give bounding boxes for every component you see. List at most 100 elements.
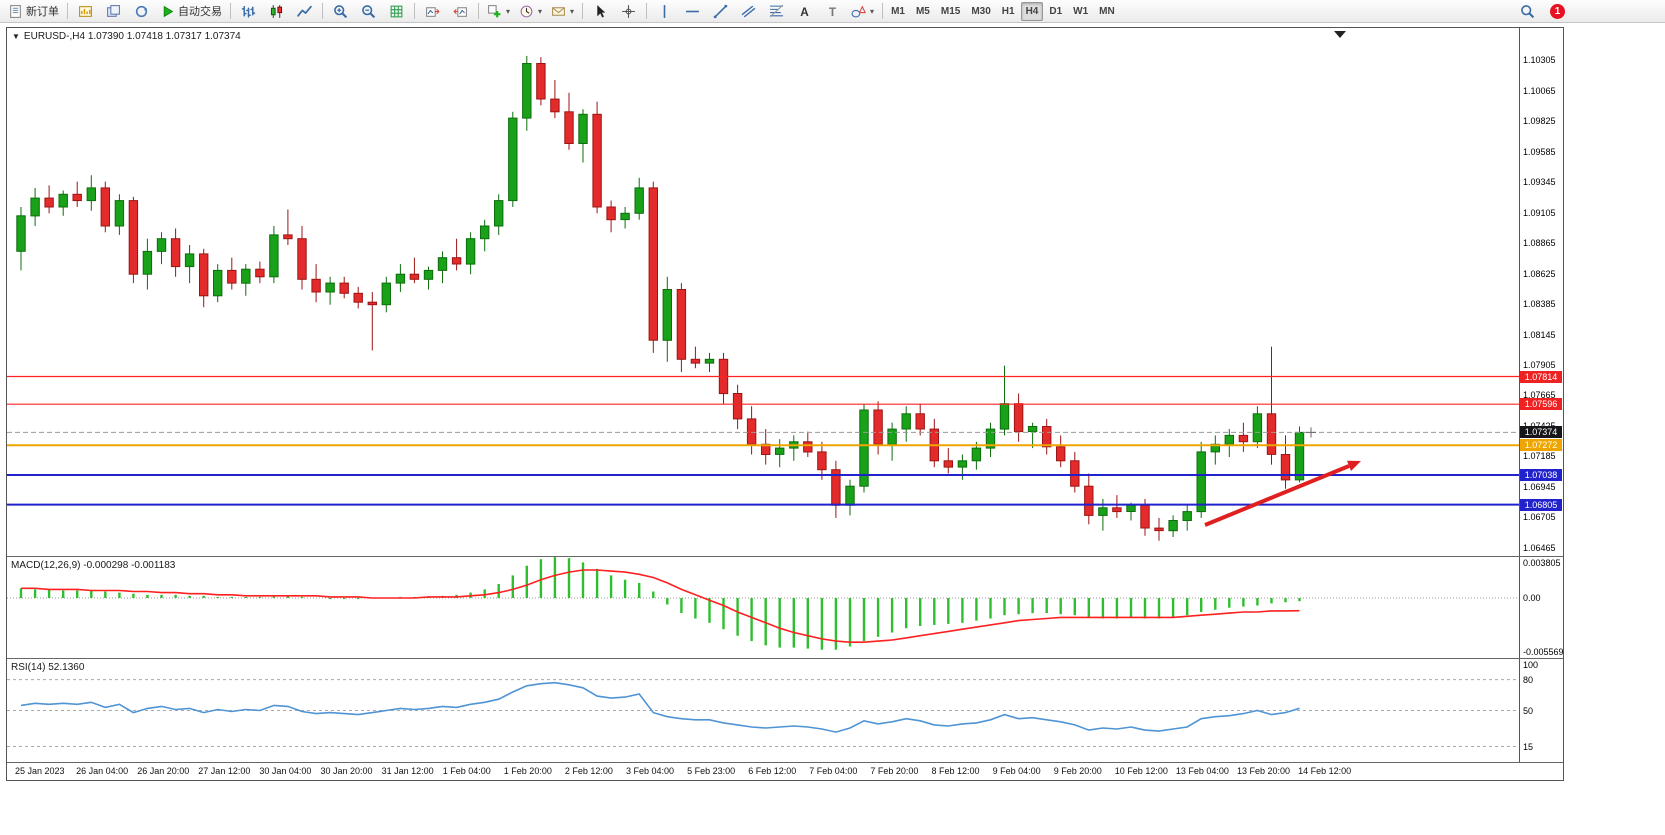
text-label-icon[interactable]: T bbox=[819, 1, 846, 22]
auto-trading-button[interactable]: 自动交易 bbox=[156, 1, 226, 22]
timeframe-button-d1[interactable]: D1 bbox=[1049, 5, 1063, 17]
fibonacci-retracement-icon[interactable] bbox=[763, 1, 790, 22]
candlestick-chart-icon[interactable] bbox=[263, 1, 290, 22]
time-label: 13 Feb 20:00 bbox=[1237, 766, 1291, 776]
symbol-ohlc-text: EURUSD-,H4 1.07390 1.07418 1.07317 1.073… bbox=[23, 31, 241, 42]
price-tick: 1.08145 bbox=[1523, 329, 1556, 340]
search-icon[interactable] bbox=[1514, 1, 1541, 22]
time-label: 14 Feb 12:00 bbox=[1298, 766, 1352, 776]
time-label: 31 Jan 12:00 bbox=[381, 766, 434, 776]
time-label: 30 Jan 04:00 bbox=[259, 766, 312, 776]
toolbar-separator bbox=[230, 3, 231, 19]
price-tick: 1.08865 bbox=[1523, 238, 1556, 249]
price-tick: 1.07185 bbox=[1523, 451, 1556, 462]
time-label: 2 Feb 12:00 bbox=[564, 766, 613, 776]
toolbar-buttons: 新订单 自动交易 ▾ ▾ ▾ A T ▾ bbox=[4, 1, 886, 22]
chart-shift-icon[interactable] bbox=[447, 1, 474, 22]
price-tick: 1.09105 bbox=[1523, 207, 1556, 218]
macd-pane[interactable] bbox=[7, 557, 1519, 658]
timeframe-button-mn[interactable]: MN bbox=[1099, 5, 1115, 17]
timeframe-button-h1[interactable]: H1 bbox=[1001, 5, 1015, 17]
horizontal-line-icon[interactable] bbox=[679, 1, 706, 22]
time-label: 1 Feb 04:00 bbox=[442, 766, 491, 776]
chart-window: 1.10305 1.10065 1.09825 1.09585 1.09345 1.091… bbox=[6, 27, 1564, 781]
timeframe-toolbar: M1 M5 M15 M30 H1 H4 D1 W1 MN bbox=[886, 1, 1120, 21]
toolbar: 新订单 自动交易 ▾ ▾ ▾ A T ▾ M1 M5 M15 M30 H1 H4 D1 W1 MN 1 bbox=[0, 0, 1665, 23]
price-tick: 1.06705 bbox=[1523, 512, 1556, 523]
rsi-axis-label: 50 bbox=[1523, 705, 1534, 716]
toolbar-right: 1 bbox=[1514, 1, 1565, 22]
time-label: 7 Feb 04:00 bbox=[809, 766, 858, 776]
new-chart-icon[interactable] bbox=[72, 1, 99, 22]
price-tick: 1.09825 bbox=[1523, 116, 1556, 127]
trendline-icon[interactable] bbox=[707, 1, 734, 22]
main-chart[interactable] bbox=[7, 28, 1519, 556]
vertical-line-icon[interactable] bbox=[651, 1, 678, 22]
chart-shift-marker bbox=[1334, 31, 1346, 38]
notification-badge[interactable]: 1 bbox=[1550, 3, 1565, 19]
bar-chart-icon[interactable] bbox=[235, 1, 262, 22]
macd-label: MACD(12,26,9) -0.000298 -0.001183 bbox=[11, 560, 176, 571]
macd-axis-label: 0.00 bbox=[1523, 592, 1541, 603]
zoom-in-icon[interactable] bbox=[327, 1, 354, 22]
auto-scroll-icon[interactable] bbox=[419, 1, 446, 22]
equidistant-channel-icon[interactable] bbox=[735, 1, 762, 22]
rsi-axis-label: 15 bbox=[1523, 741, 1534, 752]
time-axis[interactable]: 25 Jan 2023 26 Jan 04:00 26 Jan 20:00 27 Ja… bbox=[7, 763, 1563, 780]
rsi-separator[interactable] bbox=[7, 658, 1563, 659]
arrows-shapes-icon[interactable]: ▾ bbox=[847, 1, 878, 22]
crosshair-icon[interactable] bbox=[615, 1, 642, 22]
timeframe-button-m5[interactable]: M5 bbox=[915, 5, 930, 17]
macd-axis-label: -0.005569 bbox=[1523, 647, 1564, 657]
new-order-button[interactable]: 新订单 bbox=[4, 1, 63, 22]
refresh-icon[interactable] bbox=[128, 1, 155, 22]
timeframe-button-m15[interactable]: M15 bbox=[940, 5, 961, 17]
price-axis[interactable]: 1.10305 1.10065 1.09825 1.09585 1.09345 1.091… bbox=[1519, 28, 1564, 762]
rsi-pane[interactable] bbox=[7, 659, 1519, 762]
time-label: 3 Feb 04:00 bbox=[626, 766, 675, 776]
time-label: 27 Jan 12:00 bbox=[198, 766, 251, 776]
text-icon[interactable]: A bbox=[791, 1, 818, 22]
periods-icon[interactable]: ▾ bbox=[515, 1, 546, 22]
svg-text:A: A bbox=[800, 5, 809, 18]
toolbar-separator bbox=[478, 3, 479, 19]
toolbar-separator bbox=[646, 3, 648, 19]
time-label: 25 Jan 2023 bbox=[15, 766, 65, 776]
time-label: 26 Jan 20:00 bbox=[137, 766, 190, 776]
time-label: 6 Feb 12:00 bbox=[748, 766, 797, 776]
timeframe-button-w1[interactable]: W1 bbox=[1073, 5, 1089, 17]
line-chart-icon[interactable] bbox=[291, 1, 318, 22]
tile-windows-icon[interactable] bbox=[383, 1, 410, 22]
time-label: 9 Feb 20:00 bbox=[1053, 766, 1102, 776]
price-tick: 1.07425 bbox=[1523, 421, 1556, 431]
price-level-badge: 1.06805 bbox=[1520, 498, 1562, 511]
rsi-axis-label: 100 bbox=[1523, 660, 1539, 670]
symbol-dropdown-icon[interactable]: ▼ bbox=[12, 32, 20, 41]
price-tick: 1.10065 bbox=[1523, 85, 1556, 96]
time-label: 13 Feb 04:00 bbox=[1175, 766, 1229, 776]
price-level-badge: 1.07596 bbox=[1520, 398, 1562, 411]
price-tick: 1.09345 bbox=[1523, 177, 1556, 188]
price-level-badge: 1.07814 bbox=[1520, 370, 1562, 383]
price-tick: 1.06945 bbox=[1523, 481, 1556, 492]
chart-profiles-icon[interactable] bbox=[100, 1, 127, 22]
timeframe-button-m1[interactable]: M1 bbox=[891, 5, 905, 17]
price-tick: 1.07905 bbox=[1523, 360, 1556, 370]
macd-separator[interactable] bbox=[7, 556, 1563, 557]
timeframe-button-m30[interactable]: M30 bbox=[971, 5, 991, 17]
timeframe-button-h4[interactable]: H4 bbox=[1020, 1, 1044, 21]
svg-text:T: T bbox=[829, 5, 837, 18]
price-tick: 1.08385 bbox=[1523, 299, 1556, 310]
annotation-arrow bbox=[1204, 460, 1361, 527]
templates-icon[interactable]: ▾ bbox=[547, 1, 578, 22]
rsi-label: RSI(14) 52.1360 bbox=[11, 662, 85, 673]
indicators-icon[interactable]: ▾ bbox=[483, 1, 514, 22]
cursor-icon[interactable] bbox=[587, 1, 614, 22]
price-tick: 1.10305 bbox=[1523, 55, 1556, 66]
price-tick: 1.06465 bbox=[1523, 542, 1556, 553]
chart-title: ▼ EURUSD-,H4 1.07390 1.07418 1.07317 1.0… bbox=[12, 31, 241, 42]
price-tick: 1.09585 bbox=[1523, 146, 1556, 157]
price-tick: 1.08625 bbox=[1523, 268, 1556, 279]
time-axis-separator bbox=[7, 762, 1563, 763]
zoom-out-icon[interactable] bbox=[355, 1, 382, 22]
